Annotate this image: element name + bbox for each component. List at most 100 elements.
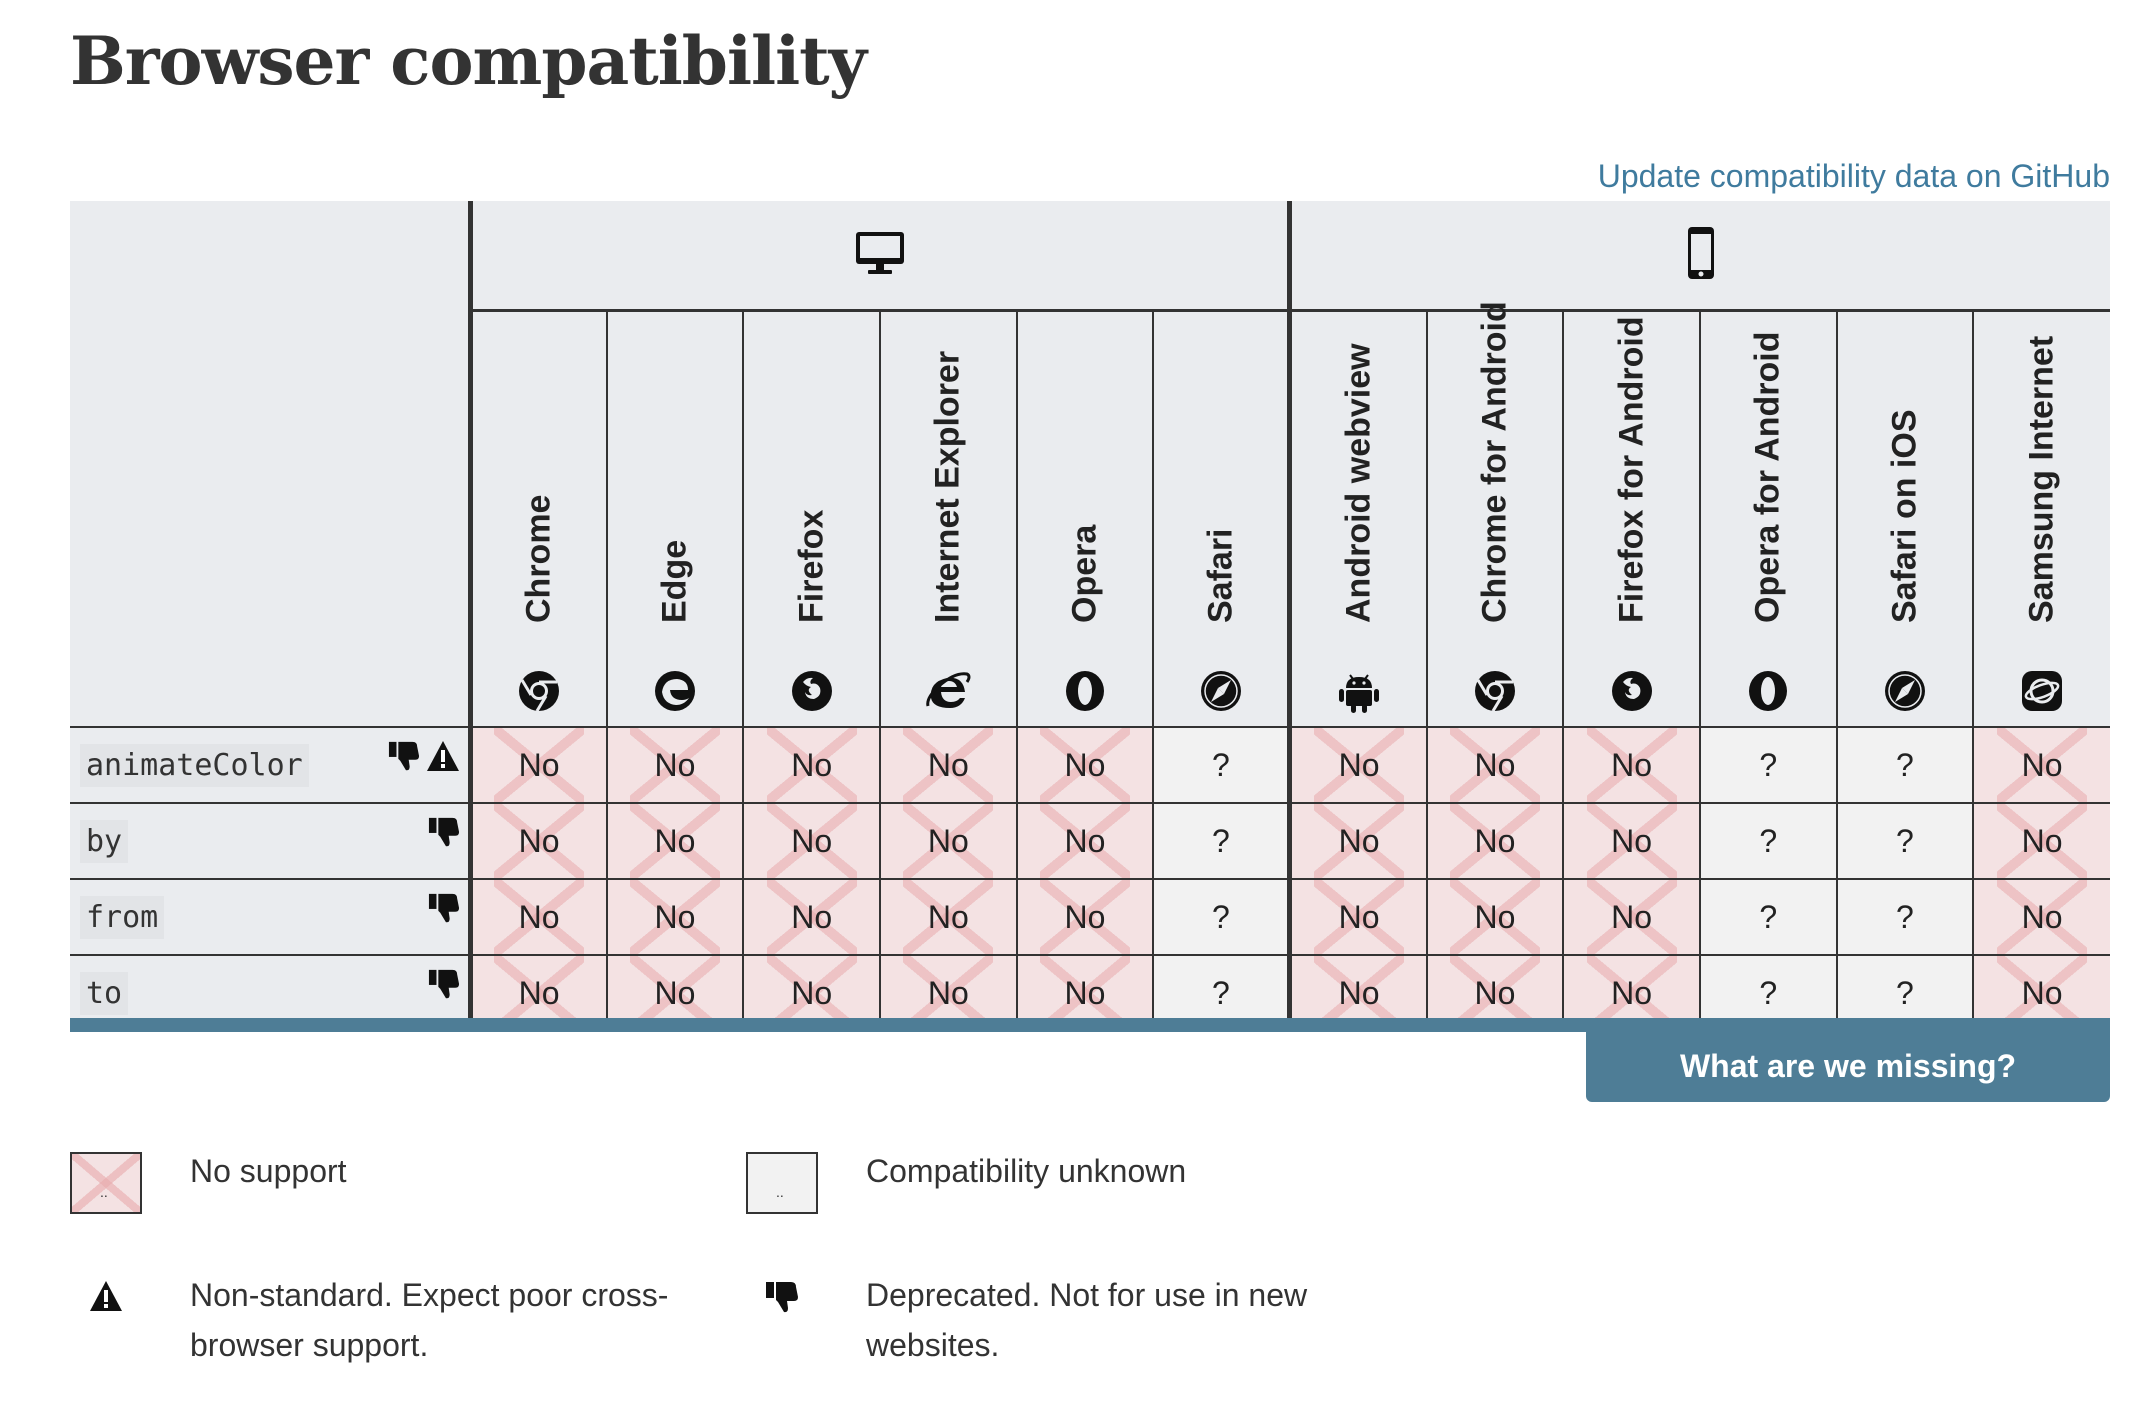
feature-name[interactable]: to — [80, 972, 129, 1015]
support-cell[interactable]: No — [742, 802, 880, 879]
feature-name[interactable]: animateColor — [80, 743, 309, 787]
support-cell[interactable]: ? — [1698, 878, 1837, 955]
support-cell[interactable]: No — [878, 802, 1017, 879]
support-cell[interactable]: No — [470, 802, 607, 879]
opera-icon — [1065, 671, 1104, 711]
support-cell[interactable]: No — [605, 802, 744, 879]
browser-name: Firefox — [792, 509, 831, 623]
chrome-icon — [1474, 671, 1515, 712]
support-cell[interactable]: No — [1015, 878, 1154, 955]
support-cell[interactable]: No — [1562, 802, 1700, 879]
support-cell[interactable]: ? — [1835, 726, 1974, 803]
chrome-icon — [519, 671, 560, 712]
support-cell[interactable]: No — [742, 878, 880, 955]
browser-header: Opera for Android — [1698, 310, 1837, 727]
legend-no-support: .. No support — [70, 1146, 347, 1214]
support-cell[interactable]: ? — [1698, 802, 1837, 879]
legend-unknown: .. Compatibility unknown — [746, 1146, 1186, 1214]
browser-name: Safari — [1201, 528, 1240, 624]
legend-deprecated: Deprecated. Not for use in new websites. — [746, 1270, 1346, 1370]
support-cell[interactable]: No — [1425, 802, 1564, 879]
support-cell[interactable]: ? — [1152, 802, 1293, 879]
table-row: from No No No No No? No No No?? No — [70, 878, 2110, 955]
support-cell[interactable]: No — [470, 726, 607, 803]
browser-header: Samsung Internet — [1972, 310, 2110, 727]
support-cell[interactable]: No — [470, 878, 607, 955]
support-cell[interactable]: No — [742, 726, 880, 803]
browser-header: Internet Explorer — [878, 310, 1017, 727]
legend-non-standard: Non-standard. Expect poor cross-browser … — [70, 1270, 710, 1370]
firefox-icon — [791, 671, 832, 711]
support-cell[interactable]: No — [1972, 878, 2110, 955]
warning-icon — [426, 741, 459, 771]
compat-table: Chrome Edge Firefox Internet Explorer Opera S… — [70, 201, 2110, 1031]
support-cell[interactable]: No — [1972, 802, 2110, 879]
browser-name: Safari on iOS — [1885, 409, 1924, 624]
browser-header: Firefox — [742, 310, 880, 727]
support-cell[interactable]: No — [1288, 878, 1427, 955]
platform-row — [70, 201, 2110, 727]
browser-name: Edge — [655, 539, 694, 623]
support-cell[interactable]: ? — [1835, 878, 1974, 955]
feature-name[interactable]: by — [80, 819, 129, 863]
thumbs-down-icon — [428, 817, 459, 847]
browser-name: Chrome for Android — [1475, 301, 1514, 623]
table-row: animateColor No No No No No? No No No?? No — [70, 726, 2110, 803]
support-cell[interactable]: No — [605, 878, 744, 955]
support-cell[interactable]: No — [878, 878, 1017, 955]
safari-icon — [1884, 671, 1925, 711]
internet-explorer-icon — [926, 672, 971, 708]
warning-icon — [90, 1281, 122, 1311]
support-cell[interactable]: No — [1015, 726, 1154, 803]
support-cell[interactable]: No — [1288, 726, 1427, 803]
browser-header: Chrome — [470, 310, 607, 727]
edge-icon — [655, 671, 695, 711]
table-bottom-bar — [70, 1018, 2110, 1032]
browser-header: Safari — [1152, 310, 1293, 727]
feature-name-cell: from — [70, 878, 473, 955]
support-cell[interactable]: No — [1425, 878, 1564, 955]
samsung-internet-icon — [2022, 671, 2063, 711]
legend-no-support-label: No support — [190, 1153, 347, 1189]
feature-name-cell: animateColor — [70, 726, 473, 803]
browser-name: Internet Explorer — [928, 350, 967, 623]
feature-name[interactable]: from — [80, 895, 165, 939]
browser-name: Samsung Internet — [2022, 335, 2061, 623]
platform-mobile — [1289, 201, 2110, 312]
support-cell[interactable]: ? — [1152, 726, 1293, 803]
browser-header: Safari on iOS — [1835, 310, 1974, 727]
browser-header: Firefox for Android — [1562, 310, 1700, 727]
support-cell[interactable]: No — [1562, 726, 1700, 803]
support-cell[interactable]: ? — [1152, 878, 1293, 955]
browser-name: Opera — [1065, 524, 1104, 623]
what-are-we-missing-button[interactable]: What are we missing? — [1586, 1030, 2110, 1102]
table-corner — [70, 201, 473, 727]
support-cell[interactable]: No — [878, 726, 1017, 803]
browser-name: Android webview — [1339, 343, 1378, 623]
browser-header-row: Chrome Edge Firefox Internet Explorer Opera S… — [70, 301, 2110, 727]
support-cell[interactable]: No — [1288, 802, 1427, 879]
update-github-link[interactable]: Update compatibility data on GitHub — [1597, 158, 2110, 194]
thumbs-down-icon — [428, 969, 459, 999]
support-cell[interactable]: No — [1972, 726, 2110, 803]
browser-header: Opera — [1015, 310, 1154, 727]
support-cell[interactable]: No — [1562, 878, 1700, 955]
support-cell[interactable]: No — [1015, 802, 1154, 879]
thumbs-down-icon — [428, 893, 459, 923]
thumbs-down-icon — [388, 741, 419, 771]
support-cell[interactable]: No — [605, 726, 744, 803]
thumbs-down-icon — [766, 1282, 798, 1313]
feature-rows: animateColor No No No No No? No No No?? No by No No N… — [70, 726, 2110, 1031]
browser-header: Chrome for Android — [1425, 301, 1564, 727]
desktop-monitor-icon — [856, 231, 904, 274]
support-cell[interactable]: No — [1425, 726, 1564, 803]
support-cell[interactable]: ? — [1698, 726, 1837, 803]
legend-non-standard-label: Non-standard. Expect poor cross-browser … — [190, 1277, 669, 1363]
safari-icon — [1200, 671, 1241, 711]
firefox-icon — [1611, 671, 1652, 711]
legend-deprecated-label: Deprecated. Not for use in new websites. — [866, 1277, 1308, 1363]
support-cell[interactable]: ? — [1835, 802, 1974, 879]
opera-icon — [1749, 671, 1788, 711]
browser-name: Opera for Android — [1748, 331, 1787, 623]
browser-header: Edge — [605, 310, 744, 727]
